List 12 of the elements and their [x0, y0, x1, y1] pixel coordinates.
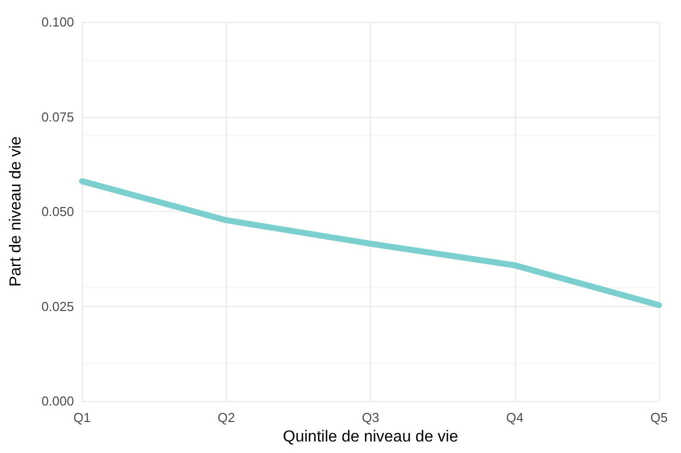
y-tick-label: 0.075 [41, 109, 74, 124]
y-tick-label: 0.025 [41, 298, 74, 314]
x-tick-label: Q5 [650, 410, 668, 425]
y-tick-label: 0.050 [41, 204, 74, 219]
x-tick-label: Q3 [362, 410, 380, 425]
x-tick-label: Q1 [73, 410, 91, 425]
y-tick-label: 0.000 [41, 394, 74, 408]
x-axis-title: Quintile de niveau de vie [282, 428, 458, 446]
x-tick-label: Q2 [218, 410, 235, 425]
x-tick-label: Q4 [506, 410, 524, 425]
y-axis-title: Part de niveau de vie [8, 136, 24, 287]
y-tick-label: 0.100 [41, 14, 74, 30]
